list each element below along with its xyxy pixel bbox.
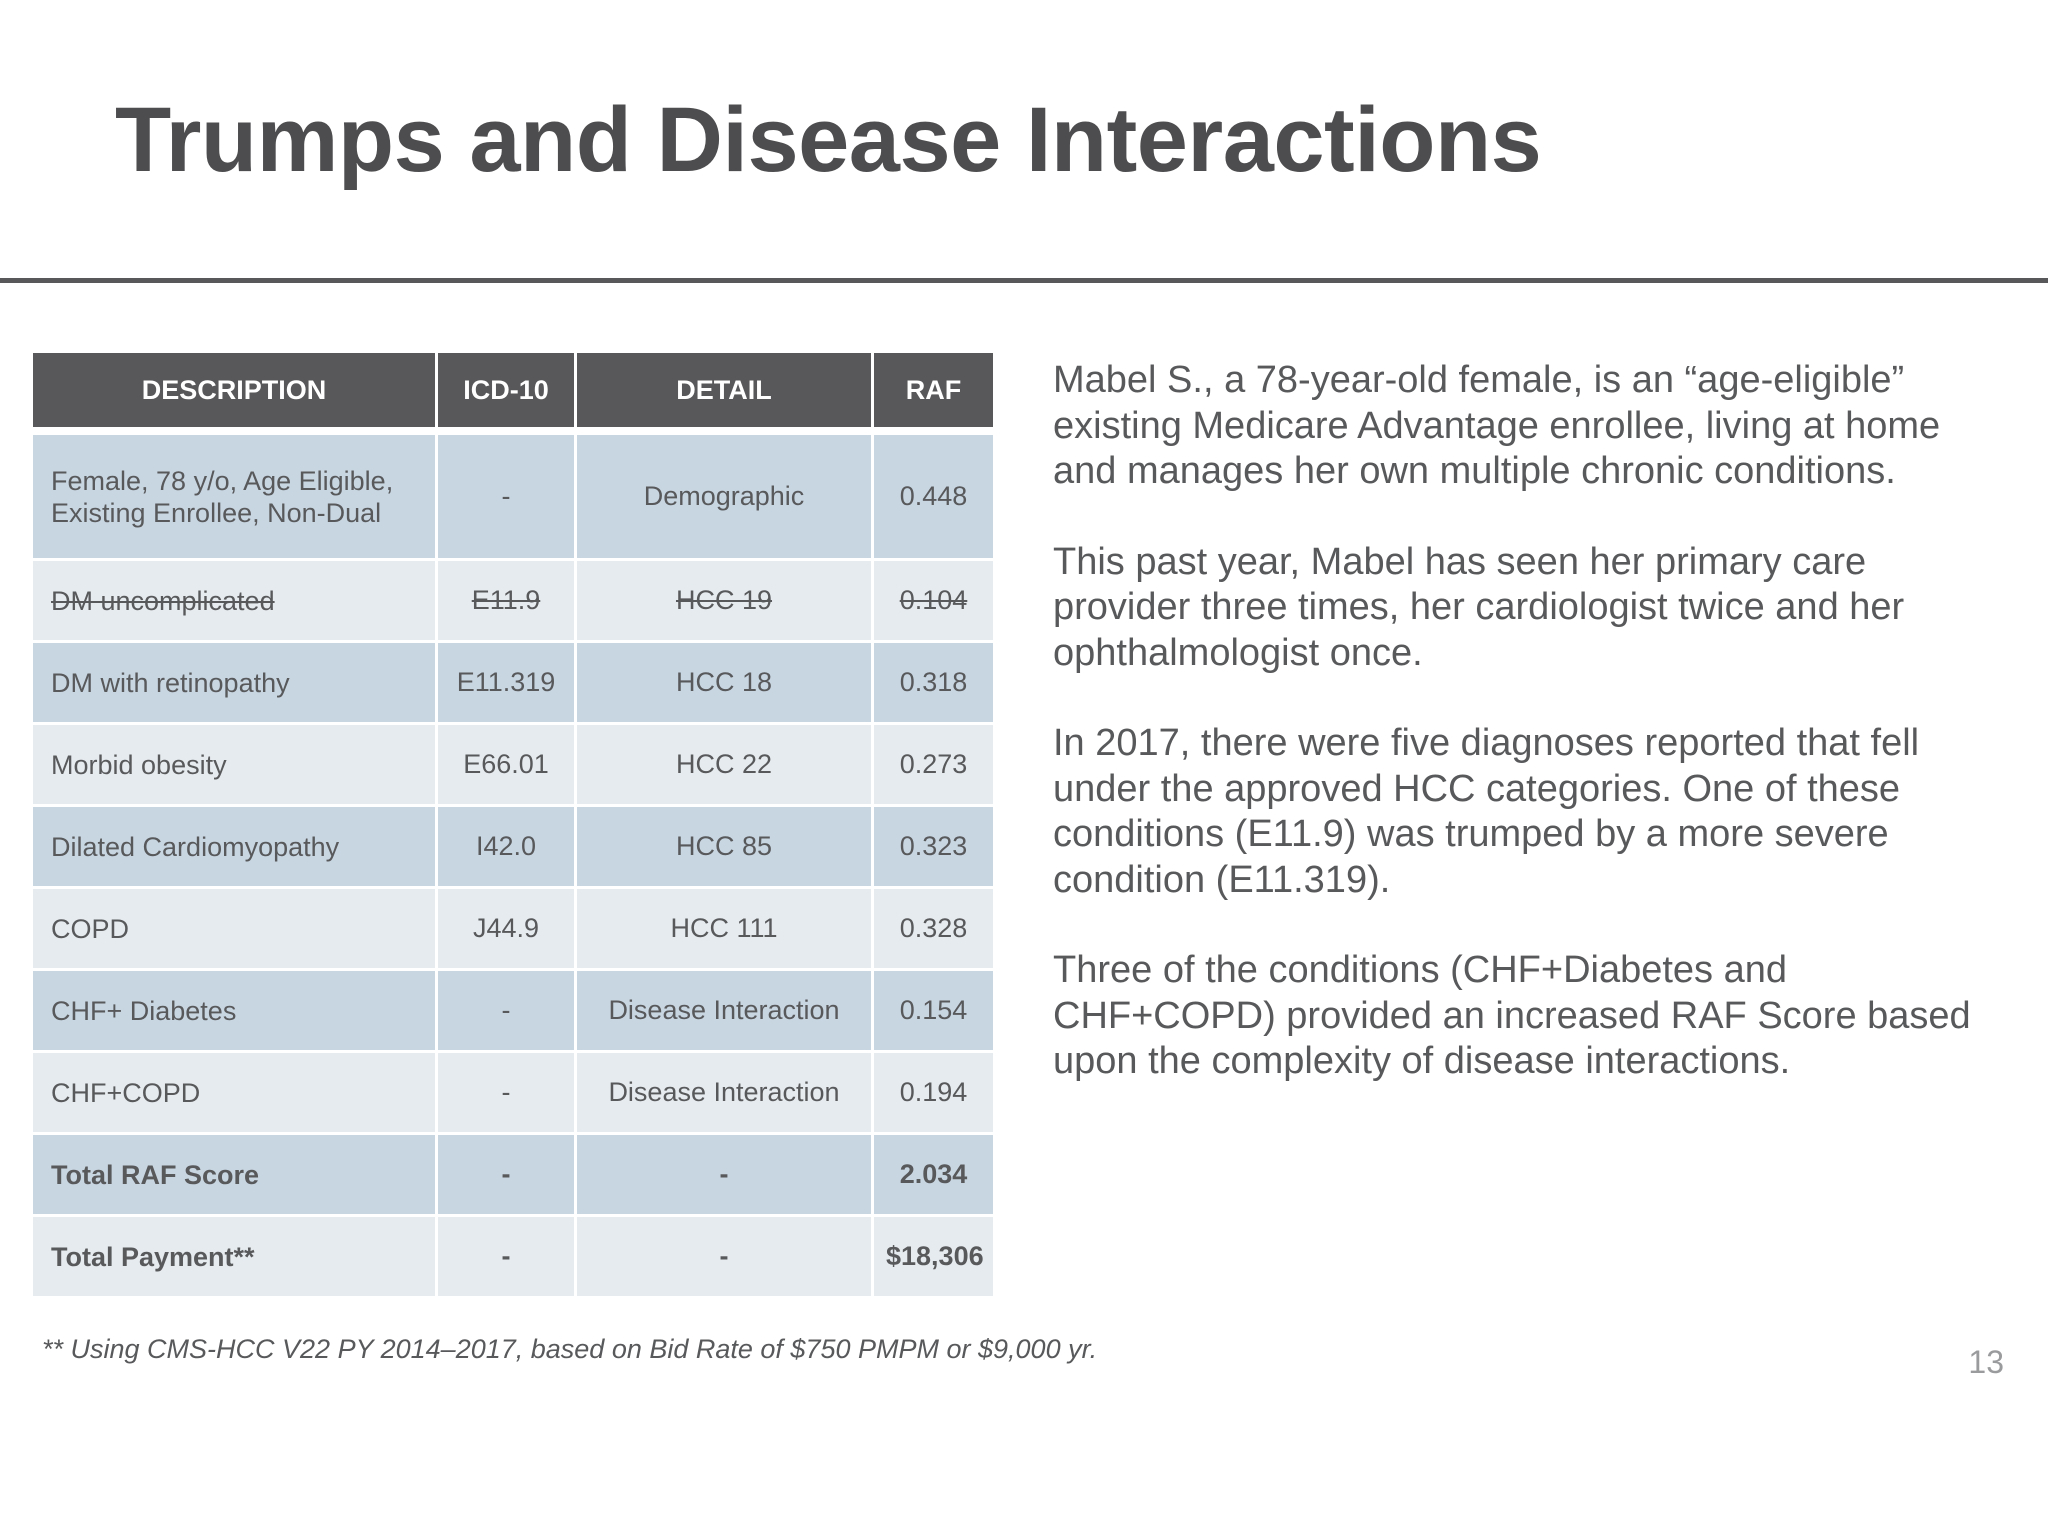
- cell-detail: HCC 18: [577, 643, 874, 725]
- cell-detail: Disease Interaction: [577, 971, 874, 1053]
- cell-icd10: -: [438, 1217, 577, 1299]
- cell-icd10: E66.01: [438, 725, 577, 807]
- cell-raf: 0.273: [874, 725, 993, 807]
- cell-icd10: -: [438, 971, 577, 1053]
- table-row: COPD J44.9 HCC 111 0.328: [33, 889, 993, 971]
- table-row: Morbid obesity E66.01 HCC 22 0.273: [33, 725, 993, 807]
- cell-detail: HCC 22: [577, 725, 874, 807]
- cell-raf: 0.323: [874, 807, 993, 889]
- cell-raf: 0.104: [874, 561, 993, 643]
- cell-detail: -: [577, 1217, 874, 1299]
- cell-icd10: E11.319: [438, 643, 577, 725]
- narrative-paragraph: Mabel S., a 78-year-old female, is an “a…: [1053, 359, 1941, 492]
- cell-raf: 0.328: [874, 889, 993, 971]
- cell-icd10: -: [438, 1135, 577, 1217]
- case-narrative: Mabel S., a 78-year-old female, is an “a…: [1053, 358, 2013, 1130]
- cell-description: Total Payment**: [33, 1217, 438, 1299]
- table-row: Female, 78 y/o, Age Eligible, Existing E…: [33, 435, 993, 561]
- table-row: CHF+ Diabetes - Disease Interaction 0.15…: [33, 971, 993, 1053]
- page-title: Trumps and Disease Interactions: [115, 89, 1542, 191]
- cell-raf: 0.194: [874, 1053, 993, 1135]
- cell-raf: 0.448: [874, 435, 993, 561]
- cell-icd10: J44.9: [438, 889, 577, 971]
- page-number: 13: [1968, 1344, 2004, 1380]
- cell-raf: 2.034: [874, 1135, 993, 1217]
- cell-description: Dilated Cardiomyopathy: [33, 807, 438, 889]
- table-row: DM with retinopathy E11.319 HCC 18 0.318: [33, 643, 993, 725]
- cell-detail: HCC 19: [577, 561, 874, 643]
- table-row: Dilated Cardiomyopathy I42.0 HCC 85 0.32…: [33, 807, 993, 889]
- table-row-total-payment: Total Payment** - - $18,306: [33, 1217, 993, 1299]
- cell-icd10: -: [438, 435, 577, 561]
- table-header-row: DESCRIPTION ICD-10 DETAIL RAF: [33, 353, 993, 435]
- raf-table: DESCRIPTION ICD-10 DETAIL RAF Female, 78…: [33, 353, 993, 1299]
- cell-description: Total RAF Score: [33, 1135, 438, 1217]
- cell-description: Female, 78 y/o, Age Eligible, Existing E…: [33, 435, 438, 561]
- table-row: CHF+COPD - Disease Interaction 0.194: [33, 1053, 993, 1135]
- cell-icd10: I42.0: [438, 807, 577, 889]
- title-divider: [0, 278, 2048, 283]
- table-row-trumped: DM uncomplicated E11.9 HCC 19 0.104: [33, 561, 993, 643]
- narrative-paragraph: Three of the conditions (CHF+Diabetes an…: [1053, 949, 1971, 1082]
- footnote: ** Using CMS-HCC V22 PY 2014–2017, based…: [42, 1334, 1098, 1364]
- header-description: DESCRIPTION: [33, 353, 438, 435]
- cell-raf: 0.154: [874, 971, 993, 1053]
- cell-raf: 0.318: [874, 643, 993, 725]
- cell-detail: Demographic: [577, 435, 874, 561]
- cell-icd10: -: [438, 1053, 577, 1135]
- cell-description: CHF+ Diabetes: [33, 971, 438, 1053]
- cell-description: DM with retinopathy: [33, 643, 438, 725]
- cell-description: DM uncomplicated: [33, 561, 438, 643]
- table-row-total-raf: Total RAF Score - - 2.034: [33, 1135, 993, 1217]
- cell-detail: -: [577, 1135, 874, 1217]
- narrative-paragraph: This past year, Mabel has seen her prima…: [1053, 540, 1905, 674]
- header-raf: RAF: [874, 353, 993, 435]
- header-detail: DETAIL: [577, 353, 874, 435]
- cell-raf: $18,306: [874, 1217, 993, 1299]
- header-icd10: ICD-10: [438, 353, 577, 435]
- cell-icd10: E11.9: [438, 561, 577, 643]
- cell-detail: HCC 111: [577, 889, 874, 971]
- cell-description: CHF+COPD: [33, 1053, 438, 1135]
- narrative-paragraph: In 2017, there were five diagnoses repor…: [1053, 722, 1920, 901]
- cell-description: Morbid obesity: [33, 725, 438, 807]
- cell-detail: HCC 85: [577, 807, 874, 889]
- cell-description: COPD: [33, 889, 438, 971]
- cell-detail: Disease Interaction: [577, 1053, 874, 1135]
